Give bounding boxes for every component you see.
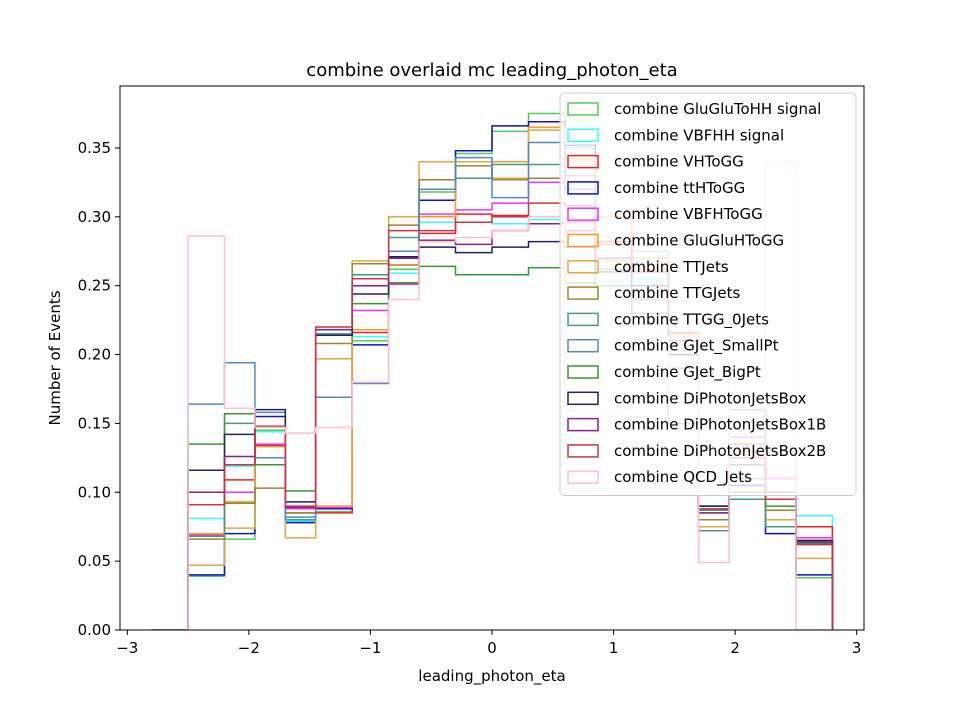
x-tick-label: −3 (116, 639, 138, 657)
x-tick-label: 0 (487, 639, 497, 657)
legend-label: combine GluGluHToGG (614, 232, 784, 250)
legend-label: combine VBFHToGG (614, 205, 763, 223)
y-tick-label: 0.30 (78, 208, 111, 226)
x-tick-label: −1 (359, 639, 381, 657)
y-tick-label: 0.00 (78, 621, 111, 639)
y-tick-label: 0.35 (78, 139, 111, 157)
legend-label: combine DiPhotonJetsBox2B (614, 442, 826, 460)
legend-label: combine TTGJets (614, 284, 740, 302)
legend-swatch (567, 260, 599, 274)
legend-label: combine GJet_SmallPt (614, 337, 779, 356)
legend-swatch (567, 233, 599, 248)
legend-label: combine TTJets (614, 258, 729, 276)
x-axis-label: leading_photon_eta (418, 667, 565, 686)
legend-swatch (567, 391, 599, 406)
legend-swatch (567, 207, 599, 221)
axis-ticks: −3 −2 −1 0 1 2 3 0.00 0.05 0.10 0.15 0.20 0.25 0.30 0.… (78, 139, 862, 657)
legend: combine GluGluToHH signal combine VBFHH s… (559, 92, 857, 496)
legend-label: combine VBFHH signal (614, 126, 784, 144)
x-tick-label: −2 (238, 639, 260, 657)
series-line-15 (151, 160, 833, 630)
legend-label: combine DiPhotonJetsBox1B (614, 416, 826, 434)
chart-title: combine overlaid mc leading_photon_eta (306, 60, 677, 81)
y-axis-label: Number of Events (46, 290, 64, 425)
legend-swatch (567, 444, 599, 458)
legend-swatch (567, 470, 599, 484)
y-tick-label: 0.25 (78, 277, 111, 295)
legend-swatch (567, 128, 599, 143)
legend-swatch (567, 417, 599, 432)
legend-label: combine TTGG_0Jets (614, 310, 769, 329)
legend-swatch (567, 365, 599, 379)
y-tick-label: 0.20 (78, 346, 111, 364)
legend-label: combine VHToGG (614, 153, 744, 171)
x-tick-label: 3 (852, 639, 862, 657)
legend-label: combine DiPhotonJetsBox (614, 389, 807, 407)
legend-swatch (567, 312, 599, 327)
legend-swatch (567, 181, 599, 195)
legend-label: combine GluGluToHH signal (614, 100, 821, 118)
y-tick-label: 0.15 (78, 414, 111, 432)
y-tick-label: 0.10 (78, 483, 111, 501)
legend-swatch (567, 102, 599, 116)
legend-box (559, 92, 857, 496)
x-tick-label: 2 (730, 639, 740, 657)
legend-label: combine QCD_Jets (614, 468, 752, 487)
legend-label: combine ttHToGG (614, 179, 745, 197)
y-tick-label: 0.05 (78, 552, 111, 570)
legend-swatch (567, 154, 599, 169)
legend-swatch (567, 338, 599, 353)
legend-label: combine GJet_BigPt (614, 363, 761, 382)
x-tick-label: 1 (609, 639, 619, 657)
legend-swatch (567, 286, 599, 300)
